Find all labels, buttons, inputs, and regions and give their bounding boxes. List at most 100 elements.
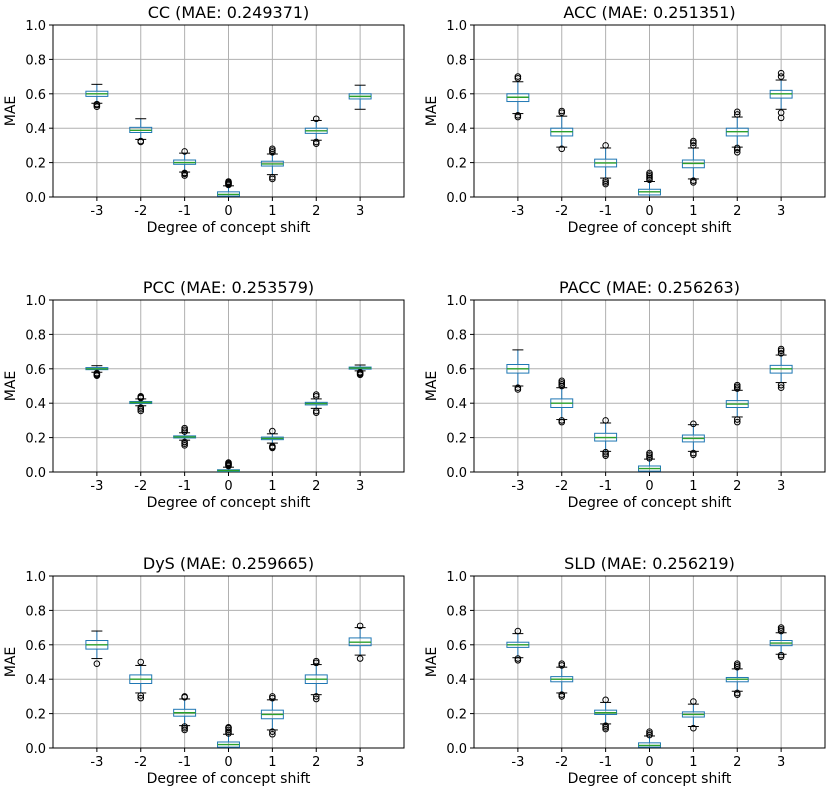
box-0 bbox=[638, 169, 661, 198]
flier-point bbox=[312, 407, 320, 415]
box-2 bbox=[725, 108, 749, 156]
flier-point bbox=[269, 427, 276, 435]
x-tick-label: -3 bbox=[511, 755, 524, 770]
y-tick-label: 1.0 bbox=[25, 19, 46, 34]
y-axis-label: MAE bbox=[3, 371, 19, 402]
box-0 bbox=[638, 449, 661, 473]
flier-point bbox=[777, 350, 785, 357]
box--3 bbox=[85, 630, 109, 668]
box-2 bbox=[304, 391, 328, 416]
y-tick-label: 0.8 bbox=[446, 328, 467, 343]
y-axis-label: MAE bbox=[424, 647, 440, 678]
x-tick-label: 0 bbox=[645, 755, 653, 770]
y-tick-label: 0.4 bbox=[446, 122, 467, 137]
flier-point bbox=[181, 693, 188, 700]
flier-point bbox=[690, 449, 697, 457]
y-tick-label: 0.0 bbox=[446, 742, 467, 757]
x-tick-label: 2 bbox=[733, 204, 741, 219]
flier-point bbox=[602, 142, 609, 149]
x-tick-label: 1 bbox=[689, 755, 697, 770]
x-tick-label: 2 bbox=[733, 755, 741, 770]
box-1 bbox=[681, 137, 705, 186]
x-tick-label: 0 bbox=[224, 204, 232, 219]
flier-point bbox=[356, 368, 364, 376]
x-tick-label: 2 bbox=[312, 479, 320, 494]
flier-point bbox=[269, 730, 276, 738]
flier-point bbox=[777, 384, 785, 392]
subplot-title: PCC (MAE: 0.253579) bbox=[143, 278, 314, 297]
flier-point bbox=[733, 144, 741, 152]
flier-point bbox=[777, 109, 785, 117]
y-tick-label: 0.2 bbox=[446, 708, 467, 723]
flier-point bbox=[558, 145, 566, 153]
y-tick-label: 0.8 bbox=[446, 53, 467, 68]
x-axis-label: Degree of concept shift bbox=[568, 495, 732, 511]
y-tick-label: 1.0 bbox=[25, 294, 46, 309]
flier-point bbox=[777, 73, 785, 80]
subplot-3: 0.0 0.2 0.4 0.6 0.8 1.0 -3 -2 -1 0 1 2 3 PCC (MAE: 0.… bbox=[3, 278, 405, 511]
box-0 bbox=[217, 724, 240, 749]
subplot-title: DyS (MAE: 0.259665) bbox=[143, 554, 314, 573]
x-tick-label: 3 bbox=[777, 479, 785, 494]
flier-point bbox=[312, 115, 320, 123]
box--3 bbox=[506, 627, 530, 664]
box-3 bbox=[348, 364, 372, 379]
flier-point bbox=[777, 624, 785, 631]
flier-point bbox=[269, 442, 276, 450]
y-axis-label: MAE bbox=[3, 647, 19, 678]
flier-point bbox=[181, 438, 188, 446]
box--1 bbox=[173, 693, 197, 734]
flier-point bbox=[733, 689, 741, 697]
y-tick-label: 0.6 bbox=[446, 88, 467, 103]
flier-point bbox=[137, 658, 145, 666]
flier-point bbox=[690, 724, 697, 732]
subplot-6: 0.0 0.2 0.4 0.6 0.8 1.0 -3 -2 -1 0 1 2 3 SLD (MAE: 0.… bbox=[424, 554, 826, 787]
flier-point bbox=[733, 416, 741, 423]
flier-point bbox=[137, 393, 145, 400]
flier-point bbox=[269, 728, 276, 735]
x-axis-label: Degree of concept shift bbox=[568, 220, 732, 236]
y-tick-label: 1.0 bbox=[446, 570, 467, 585]
y-tick-label: 0.2 bbox=[446, 157, 467, 172]
box--2 bbox=[129, 658, 153, 702]
box-1 bbox=[260, 427, 284, 452]
y-axis-label: MAE bbox=[424, 96, 440, 127]
x-tick-label: 2 bbox=[312, 204, 320, 219]
box-3 bbox=[348, 622, 372, 662]
box-1 bbox=[681, 420, 705, 459]
flier-point bbox=[646, 728, 653, 735]
y-tick-label: 0.6 bbox=[25, 639, 46, 654]
x-tick-label: 2 bbox=[733, 479, 741, 494]
box-3 bbox=[769, 69, 793, 122]
y-tick-label: 0.2 bbox=[25, 157, 46, 172]
subplot-title: CC (MAE: 0.249371) bbox=[148, 3, 310, 22]
x-tick-label: -3 bbox=[90, 755, 103, 770]
y-tick-label: 0.6 bbox=[446, 639, 467, 654]
flier-point bbox=[733, 381, 741, 389]
flier-point bbox=[312, 138, 320, 146]
box--1 bbox=[594, 142, 618, 188]
box-0 bbox=[638, 728, 661, 749]
flier-point bbox=[514, 73, 522, 80]
box-1 bbox=[260, 693, 284, 738]
box-1 bbox=[681, 698, 705, 732]
subplot-1: 0.0 0.2 0.4 0.6 0.8 1.0 -3 -2 -1 0 1 2 3 CC (MAE: 0.2… bbox=[3, 3, 405, 236]
subplot-5: 0.0 0.2 0.4 0.6 0.8 1.0 -3 -2 -1 0 1 2 3 DyS (MAE: 0.… bbox=[3, 554, 405, 787]
x-axis-label: Degree of concept shift bbox=[147, 771, 311, 787]
box-3 bbox=[769, 624, 793, 661]
box--2 bbox=[129, 393, 153, 415]
box--2 bbox=[129, 118, 153, 146]
flier-point bbox=[646, 449, 653, 457]
flier-point bbox=[269, 173, 276, 181]
flier-point bbox=[690, 177, 697, 184]
y-axis-label: MAE bbox=[3, 96, 19, 127]
x-tick-label: -1 bbox=[599, 204, 612, 219]
flier-point bbox=[93, 100, 101, 108]
y-tick-label: 0.8 bbox=[25, 604, 46, 619]
box-3 bbox=[348, 84, 372, 110]
flier-point bbox=[733, 148, 741, 156]
flier-point bbox=[137, 694, 145, 702]
flier-point bbox=[733, 418, 741, 426]
y-axis-label: MAE bbox=[424, 371, 440, 402]
flier-point bbox=[93, 660, 101, 668]
